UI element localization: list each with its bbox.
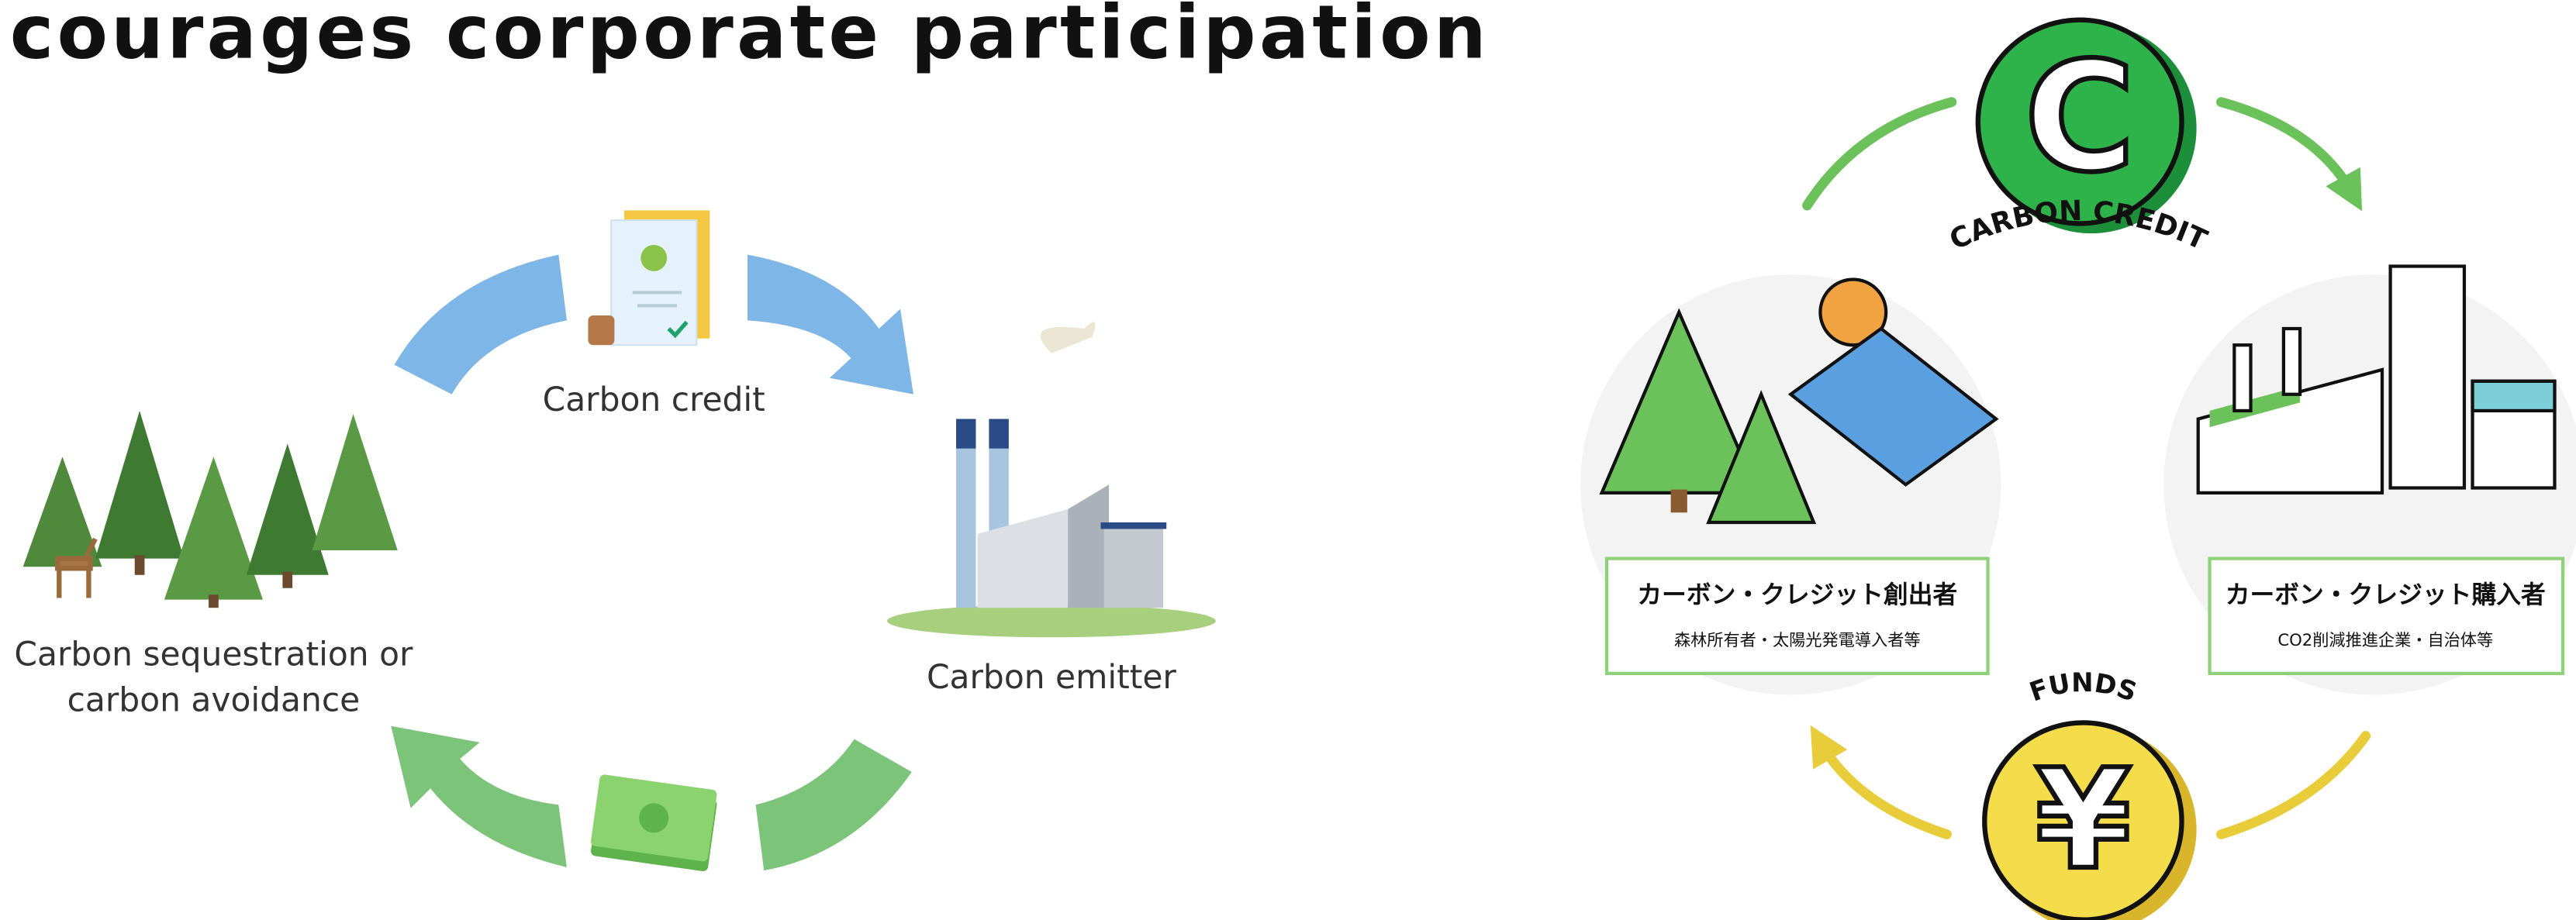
blue-arrow-left — [394, 255, 566, 395]
buyer-subtitle: CO2削減推進企業・自治体等 — [2277, 630, 2493, 650]
funds-caption: FUNDS — [2025, 667, 2140, 708]
funds-coin-symbol: ¥ — [2035, 739, 2131, 900]
green-arc — [1807, 102, 1951, 205]
carbon-credit-label: Carbon credit — [543, 381, 765, 419]
creator-title: カーボン・クレジット創出者 — [1637, 581, 1957, 609]
buyer-box — [2210, 559, 2564, 674]
green-arrow-left — [391, 726, 567, 867]
credit-coin-letter: C — [2025, 29, 2136, 205]
sequestration-label: Carbon sequestration or — [14, 635, 413, 673]
factory-icon — [887, 322, 1216, 638]
green-arrow-right — [756, 739, 912, 870]
credit-caption: CARBON CREDIT — [1945, 195, 2212, 257]
money-icon — [590, 774, 717, 872]
certificate-icon — [588, 210, 710, 345]
left-diagram: Carbon credit Carbon sequestration or ca… — [14, 210, 1215, 871]
yellow-arc-arrow — [1820, 743, 1946, 835]
buyer-title: カーボン・クレジット購入者 — [2226, 581, 2546, 609]
credit-caption-text: CARBON CREDIT — [1945, 195, 2212, 257]
green-arc-arrow — [2221, 102, 2352, 195]
creator-box — [1607, 559, 1988, 674]
creator-subtitle: 森林所有者・太陽光発電導入者等 — [1674, 630, 1921, 650]
page: courages corporate participation Carbon … — [0, 0, 2576, 920]
blue-arrow-right — [748, 255, 913, 395]
carbon-emitter-label: Carbon emitter — [927, 658, 1176, 696]
page-title: courages corporate participation — [10, 0, 1490, 75]
page-canvas: courages corporate participation Carbon … — [0, 0, 2576, 920]
yellow-arc — [2221, 736, 2365, 834]
forest-icon — [23, 411, 398, 608]
sequestration-label: carbon avoidance — [67, 681, 361, 719]
funds-caption-text: FUNDS — [2025, 667, 2140, 708]
right-diagram: C CARBON CREDIT カーボン・クレジット創出者 森林所有者・太陽光発… — [1580, 20, 2576, 920]
